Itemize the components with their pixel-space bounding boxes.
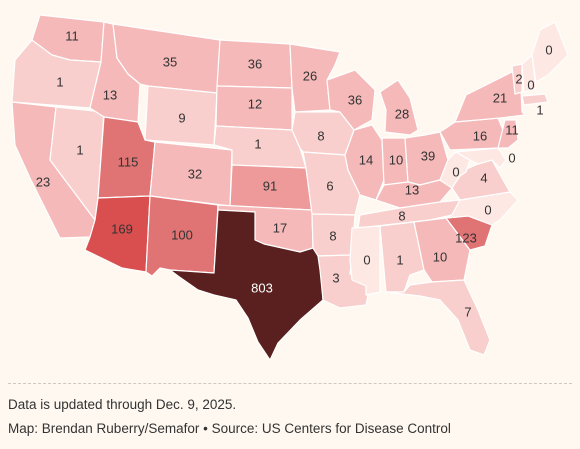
us-state-map: 1112311335911516932100361219117803268683… (11, 14, 569, 361)
state-value-la: 3 (332, 271, 339, 286)
state-value-mt: 35 (163, 55, 177, 70)
state-me (531, 21, 569, 83)
state-value-mi: 28 (395, 107, 409, 122)
state-value-ky: 13 (405, 183, 419, 198)
state-value-mn: 26 (303, 69, 317, 84)
state-value-ia: 8 (317, 129, 324, 144)
state-value-nh: 0 (527, 78, 534, 93)
state-vt (511, 63, 523, 95)
state-value-ne: 1 (254, 137, 261, 152)
state-fl (385, 279, 491, 356)
state-value-wa: 11 (65, 29, 79, 44)
state-wi (326, 69, 376, 131)
state-value-al: 1 (396, 253, 403, 268)
state-wv (439, 151, 471, 189)
state-value-in: 10 (389, 153, 403, 168)
state-value-nv: 1 (76, 143, 83, 158)
state-value-ga: 10 (433, 250, 447, 265)
state-mi (379, 79, 419, 136)
state-value-co: 32 (188, 167, 202, 182)
state-value-mo: 6 (326, 179, 333, 194)
state-value-tn: 8 (398, 209, 405, 224)
states-layer (11, 14, 569, 361)
state-value-sd: 12 (248, 97, 262, 112)
state-tx (169, 209, 324, 361)
state-value-ms: 0 (363, 253, 370, 268)
state-value-nj: 11 (505, 123, 519, 138)
state-value-tx: 803 (251, 281, 273, 296)
state-value-il: 14 (359, 153, 373, 168)
state-value-nd: 36 (248, 57, 262, 72)
state-md (455, 147, 507, 169)
state-value-az: 169 (111, 222, 133, 237)
state-value-ok: 17 (273, 221, 287, 236)
state-value-oh: 39 (421, 149, 435, 164)
state-value-wi: 36 (348, 93, 362, 108)
state-value-or: 1 (56, 75, 63, 90)
state-ms (349, 225, 381, 296)
state-value-fl: 7 (464, 305, 471, 320)
state-ma (521, 93, 549, 106)
state-value-va: 4 (480, 171, 487, 186)
state-value-ma: 1 (536, 103, 543, 118)
state-value-nc: 0 (484, 203, 491, 218)
state-value-pa: 16 (473, 129, 487, 144)
footer-divider (8, 383, 572, 384)
state-value-nm: 100 (171, 228, 193, 243)
state-value-md: 0 (508, 151, 515, 166)
state-value-me: 0 (545, 43, 552, 58)
state-value-wy: 9 (178, 111, 185, 126)
state-nh (521, 54, 537, 93)
state-value-ut: 115 (118, 155, 139, 170)
state-value-ar: 8 (329, 229, 336, 244)
state-nj (497, 119, 519, 149)
credit-note: Map: Brendan Ruberry/Semafor • Source: U… (8, 421, 451, 436)
state-value-id: 13 (103, 88, 117, 103)
state-value-ny: 21 (493, 91, 507, 106)
state-value-ks: 91 (263, 179, 277, 194)
state-value-sc: 123 (455, 231, 477, 246)
update-note: Data is updated through Dec. 9, 2025. (8, 397, 237, 412)
state-value-ca: 23 (36, 175, 50, 190)
state-value-vt: 2 (515, 72, 522, 87)
labels-layer: 1112311335911516932100361219117803268683… (36, 29, 553, 320)
state-value-wv: 0 (452, 165, 459, 180)
